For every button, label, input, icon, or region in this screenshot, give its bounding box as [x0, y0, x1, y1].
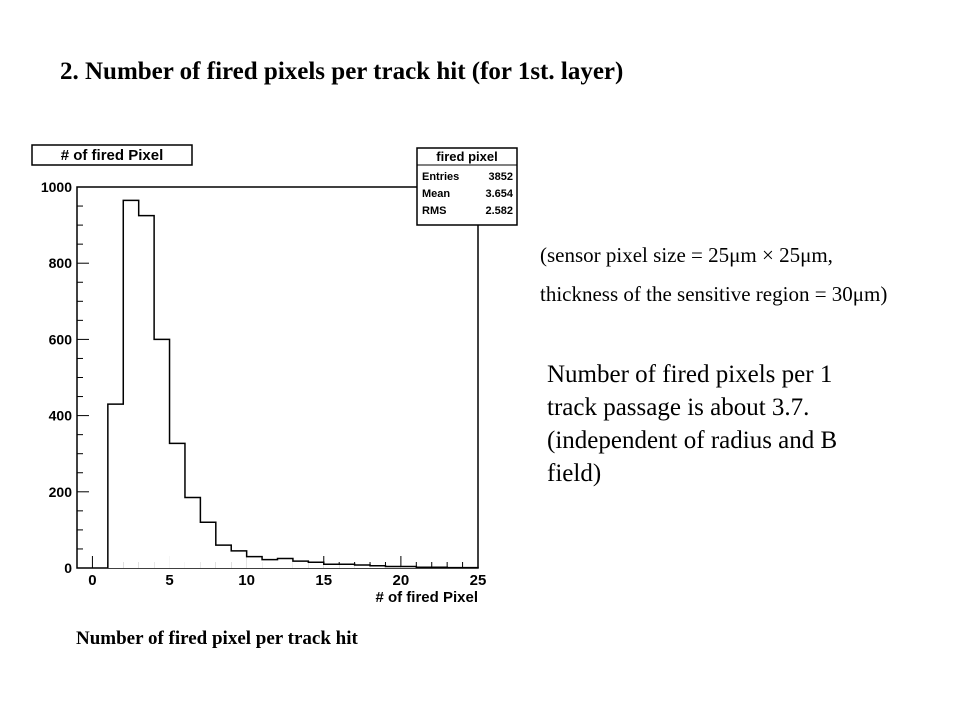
chart-title-box [31, 144, 193, 166]
y-tick-label: 0 [64, 560, 72, 576]
note-line: (independent of radius and B [547, 427, 838, 454]
notes-text: Number of fired pixels per 1 track passa… [547, 358, 937, 490]
x-axis-label: # of fired Pixel [375, 589, 478, 606]
histogram-bar [123, 200, 139, 568]
histogram-bar [385, 566, 401, 568]
histogram-bar [339, 564, 355, 568]
histogram-bar [277, 558, 293, 568]
histogram-bar [354, 564, 371, 568]
histogram-bar [292, 561, 309, 568]
formula-line-1: (sensor pixel size = 25μm × 25μm, [540, 243, 833, 267]
x-tick-label: 0 [88, 572, 96, 589]
chart-title: # of fired Pixel [61, 147, 164, 164]
y-tick-label: 1000 [41, 179, 72, 195]
x-tick-label: 20 [393, 572, 410, 589]
histogram-bar [200, 522, 216, 568]
histogram-bar [308, 562, 324, 568]
histogram-bar [169, 443, 185, 568]
formula-line-2: thickness of the sensitive region = 30μm… [540, 282, 888, 306]
histogram-bar [370, 565, 386, 568]
y-tick-label: 400 [49, 408, 73, 424]
histogram-bar [246, 556, 263, 568]
stats-row-label: RMS [422, 205, 446, 217]
stats-box-title: fired pixel [436, 149, 497, 164]
histogram-bar [138, 215, 155, 568]
histogram-bar [154, 339, 170, 568]
stats-row-label: Mean [422, 188, 450, 200]
stats-row-label: Entries [422, 171, 459, 183]
histogram-bar [323, 564, 340, 568]
histogram-bar [262, 559, 278, 568]
x-tick-label: 15 [315, 572, 332, 589]
y-tick-label: 200 [49, 484, 73, 500]
stats-row-value: 3852 [489, 171, 513, 183]
y-tick-label: 600 [49, 331, 73, 347]
note-line: field) [547, 460, 602, 487]
histogram-bar [400, 566, 417, 568]
x-tick-label: 25 [470, 572, 487, 589]
stats-box [416, 147, 518, 226]
note-line: Number of fired pixels per 1 [547, 361, 833, 388]
histogram-bar [215, 545, 232, 568]
histogram-bar [231, 550, 247, 568]
y-tick-label: 800 [49, 255, 73, 271]
x-tick-label: 5 [165, 572, 173, 589]
histogram-bar [107, 404, 124, 568]
histogram-outline [107, 199, 479, 569]
stats-row-value: 2.582 [485, 205, 513, 217]
stats-row-value: 3.654 [485, 188, 513, 200]
x-tick-label: 10 [238, 572, 255, 589]
histogram-bar [184, 497, 201, 568]
note-line: track passage is about 3.7. [547, 394, 810, 421]
chart-caption: Number of fired pixel per track hit [76, 628, 358, 649]
slide-title: 2. Number of fired pixels per track hit … [60, 58, 624, 85]
